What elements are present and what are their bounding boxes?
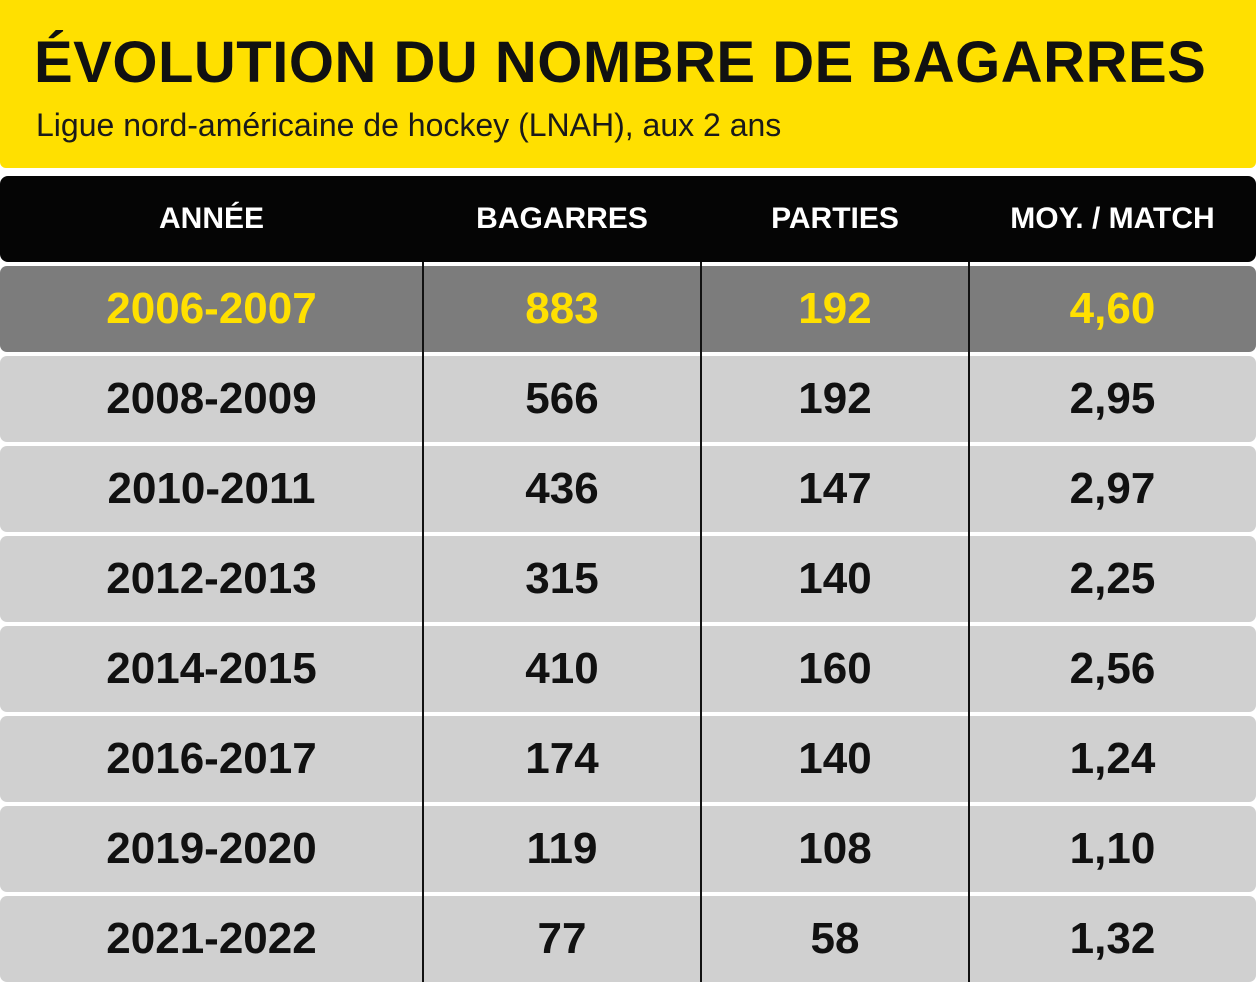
column-header-parties: PARTIES	[771, 202, 899, 235]
bagarres-cell: 174	[525, 734, 599, 783]
chart-subtitle: Ligue nord-américaine de hockey (LNAH), …	[36, 107, 782, 143]
annee-cell: 2012-2013	[106, 554, 317, 603]
parties-cell: 147	[798, 464, 872, 513]
annee-cell: 2016-2017	[106, 734, 317, 783]
moyenne-cell: 2,56	[1069, 644, 1156, 693]
table-row: 2010-2011 436 147 2,97	[0, 446, 1256, 532]
parties-cell: 58	[810, 914, 860, 963]
annee-cell: 2019-2020	[106, 824, 317, 873]
annee-cell: 2006-2007	[106, 284, 317, 333]
chart-title: ÉVOLUTION DU NOMBRE DE BAGARRES	[34, 30, 1207, 95]
table-header: ANNÉE BAGARRES PARTIES MOY. / MATCH	[0, 176, 1256, 262]
bagarres-cell: 436	[525, 464, 599, 513]
annee-cell: 2010-2011	[107, 464, 316, 513]
column-divider	[968, 262, 970, 982]
moyenne-cell: 1,10	[1069, 824, 1156, 873]
moyenne-cell: 2,95	[1069, 374, 1156, 423]
table-row: 2021-2022 77 58 1,32	[0, 896, 1256, 982]
parties-cell: 160	[798, 644, 872, 693]
table-row: 2008-2009 566 192 2,95	[0, 356, 1256, 442]
bagarres-cell: 77	[537, 914, 587, 963]
column-header-moyenne: MOY. / MATCH	[1010, 202, 1215, 235]
annee-cell: 2014-2015	[106, 644, 317, 693]
parties-cell: 140	[798, 734, 872, 783]
column-header-bagarres: BAGARRES	[476, 202, 648, 235]
bagarres-cell: 119	[526, 824, 598, 873]
table-row: 2014-2015 410 160 2,56	[0, 626, 1256, 712]
annee-cell: 2021-2022	[106, 914, 317, 963]
moyenne-cell: 1,24	[1069, 734, 1156, 783]
column-header-annee: ANNÉE	[158, 202, 264, 235]
table-row: 2012-2013 315 140 2,25	[0, 536, 1256, 622]
bagarres-cell: 566	[525, 374, 599, 423]
annee-cell: 2008-2009	[106, 374, 317, 423]
table-row: 2006-2007 883 192 4,60	[0, 266, 1256, 352]
parties-cell: 108	[798, 824, 872, 873]
moyenne-cell: 2,97	[1069, 464, 1156, 513]
table-row: 2019-2020 119 108 1,10	[0, 806, 1256, 892]
moyenne-cell: 2,25	[1069, 554, 1156, 603]
title-banner: ÉVOLUTION DU NOMBRE DE BAGARRES Ligue no…	[0, 0, 1256, 168]
column-divider	[422, 262, 424, 982]
bagarres-cell: 315	[525, 554, 599, 603]
moyenne-cell: 4,60	[1069, 284, 1156, 333]
table-row: 2016-2017 174 140 1,24	[0, 716, 1256, 802]
parties-cell: 192	[798, 284, 872, 333]
parties-cell: 192	[798, 374, 872, 423]
moyenne-cell: 1,32	[1069, 914, 1156, 963]
bagarres-cell: 883	[525, 284, 599, 333]
bagarres-cell: 410	[525, 644, 599, 693]
column-divider	[700, 262, 702, 982]
parties-cell: 140	[798, 554, 872, 603]
